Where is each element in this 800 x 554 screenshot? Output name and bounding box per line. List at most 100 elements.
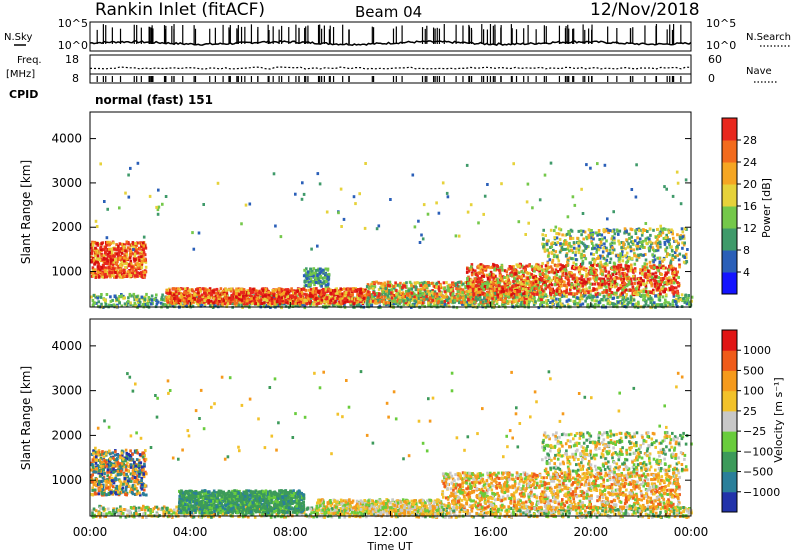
heatmap-cell	[586, 274, 589, 277]
heatmap-cell	[203, 299, 206, 302]
heatmap-cell	[552, 300, 555, 303]
heatmap-cell	[101, 276, 104, 279]
heatmap-cell	[135, 269, 138, 272]
heatmap-cell	[506, 300, 509, 303]
heatmap-cell	[234, 303, 237, 306]
heatmap-cell	[184, 287, 187, 290]
heatmap-cell	[183, 302, 186, 305]
heatmap-cell	[142, 303, 145, 306]
heatmap-cell	[224, 293, 227, 296]
heatmap-cell	[616, 296, 619, 299]
cpid-label: CPID	[9, 88, 38, 101]
heatmap-cell	[257, 302, 260, 305]
heatmap-cell	[382, 283, 385, 286]
heatmap-cell	[436, 282, 439, 285]
heatmap-cell	[196, 288, 199, 291]
heatmap-cell	[285, 299, 288, 302]
heatmap-cell	[302, 288, 305, 291]
heatmap-cell	[500, 298, 503, 301]
heatmap-cell	[655, 294, 658, 297]
heatmap-cell	[564, 284, 567, 287]
heatmap-cell	[347, 288, 350, 291]
heatmap-cell	[117, 245, 120, 248]
heatmap-cell	[620, 264, 623, 267]
heatmap-cell	[339, 287, 342, 290]
heatmap-cell	[570, 292, 573, 295]
heatmap-cell	[306, 302, 309, 305]
heatmap-cell	[399, 282, 402, 285]
heatmap-cell	[533, 297, 536, 300]
heatmap-cell	[688, 303, 691, 306]
heatmap-cell	[114, 258, 117, 261]
heatmap-cell	[452, 284, 455, 287]
heatmap-cell	[650, 297, 653, 300]
heatmap-cell	[493, 277, 496, 280]
heatmap-cell	[109, 295, 112, 298]
heatmap-cell	[131, 266, 134, 269]
heatmap-cell	[642, 294, 645, 297]
heatmap-cell	[204, 292, 207, 295]
heatmap-cell	[120, 261, 123, 264]
heatmap-cell	[595, 299, 598, 302]
heatmap-cell	[173, 297, 176, 300]
heatmap-cell	[97, 297, 100, 300]
heatmap-cell	[391, 288, 394, 291]
heatmap-cell	[101, 266, 104, 269]
heatmap-cell	[398, 296, 401, 299]
heatmap-cell	[677, 276, 680, 279]
heatmap-cell	[478, 272, 481, 275]
heatmap-cell	[278, 291, 281, 294]
heatmap-cell	[422, 292, 425, 295]
heatmap-cell	[626, 273, 629, 276]
heatmap-cell	[540, 298, 543, 301]
heatmap-cell	[632, 289, 635, 292]
heatmap-cell	[403, 285, 406, 288]
heatmap-cell	[665, 293, 668, 296]
heatmap-cell	[97, 254, 100, 257]
heatmap-cell	[144, 259, 147, 262]
sky-left-tick-bottom: 10^0	[58, 39, 88, 52]
heatmap-cell	[141, 296, 144, 299]
heatmap-cell	[652, 273, 655, 276]
heatmap-cell	[498, 284, 501, 287]
heatmap-cell	[586, 297, 589, 300]
heatmap-cell	[686, 298, 689, 301]
heatmap-cell	[550, 271, 553, 274]
heatmap-cell	[399, 299, 402, 302]
heatmap-cell	[640, 290, 643, 293]
heatmap-cell	[108, 248, 111, 251]
heatmap-cell	[265, 288, 268, 291]
heatmap-cell	[93, 268, 96, 271]
heatmap-cell	[250, 295, 253, 298]
heatmap-cell	[215, 299, 218, 302]
heatmap-cell	[385, 287, 388, 290]
heatmap-cell	[322, 289, 325, 292]
heatmap-cell	[133, 293, 136, 296]
nave-label: Nave	[746, 66, 772, 77]
heatmap-cell	[411, 288, 414, 291]
heatmap-cell	[161, 294, 164, 297]
heatmap-cell	[657, 304, 660, 307]
heatmap-cell	[626, 297, 629, 300]
heatmap-cell	[317, 302, 320, 305]
heatmap-cell	[201, 293, 204, 296]
heatmap-cell	[607, 302, 610, 305]
heatmap-cell	[633, 299, 636, 302]
heatmap-cell	[509, 300, 512, 303]
heatmap-cell	[135, 295, 138, 298]
heatmap-cell	[637, 302, 640, 305]
heatmap-cell	[218, 296, 221, 299]
heatmap-cell	[308, 302, 311, 305]
heatmap-cell	[662, 267, 665, 270]
heatmap-cell	[278, 295, 281, 298]
heatmap-cell	[427, 302, 430, 305]
heatmap-cell	[460, 288, 463, 291]
heatmap-cell	[539, 273, 542, 276]
heatmap-cell	[451, 297, 454, 300]
heatmap-cell	[545, 299, 548, 302]
heatmap-cell	[402, 300, 405, 303]
heatmap-cell	[470, 293, 473, 296]
heatmap-cell	[387, 284, 390, 287]
heatmap-cell	[651, 303, 654, 306]
heatmap-cell	[655, 272, 658, 275]
